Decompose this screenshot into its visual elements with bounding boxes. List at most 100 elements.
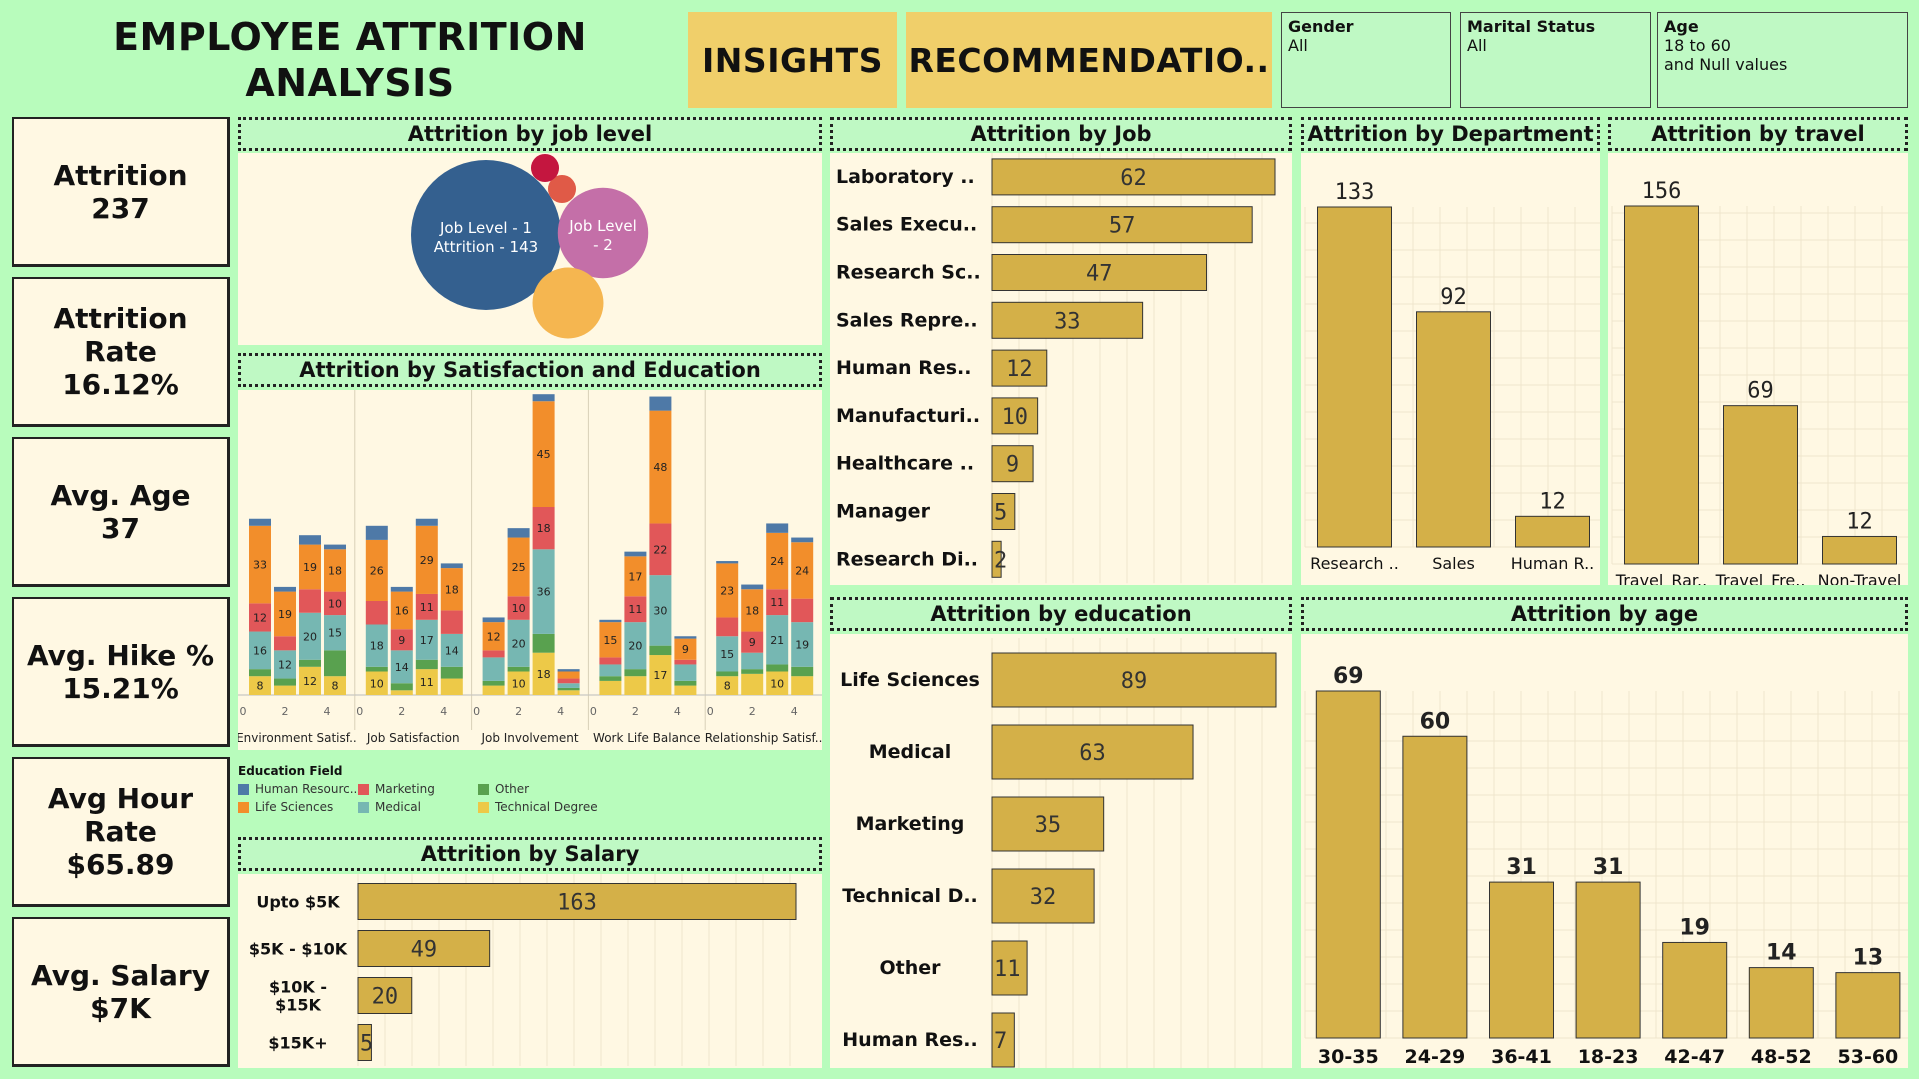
stacked-segment [507, 666, 530, 672]
segment-label: 10 [512, 677, 526, 690]
travel-chart: 156 Travel_Rar.. 69 Travel_Fre.. 12 Non-Trave… [1608, 153, 1910, 591]
stacked-segment [299, 589, 321, 613]
marital-filter-value: All [1467, 36, 1487, 55]
segment-label: 18 [445, 583, 459, 596]
category-label: Non-Travel [1818, 571, 1902, 585]
insights-button[interactable]: INSIGHTS [688, 12, 897, 108]
stacked-segment [365, 666, 388, 672]
marital-status-filter[interactable]: Marital Status All [1460, 12, 1651, 108]
stacked-segment [415, 518, 438, 526]
stacked-segment [440, 610, 463, 634]
stacked-segment [791, 622, 814, 667]
stacked-segment [324, 650, 346, 677]
segment-label: 12 [303, 675, 317, 688]
x-tick-label: 0 [473, 705, 480, 718]
stacked-segment [674, 636, 697, 639]
stacked-segment [532, 394, 555, 402]
stacked-segment [507, 596, 530, 620]
stacked-segment [507, 671, 530, 695]
group-label: Job Involvement [480, 731, 578, 745]
stacked-segment [440, 568, 463, 611]
job-bar-chart: Laboratory .. 62 Sales Execu.. 57 Research S… [836, 147, 1276, 584]
legend-swatch [478, 783, 489, 795]
value-label: 60 [1420, 709, 1451, 734]
age-chart: 69 30-35 60 24-29 31 36-41 31 18-23 19 42-47 14 48-… [1301, 634, 1912, 1068]
segment-label: 8 [257, 680, 264, 693]
stacked-segment [324, 615, 346, 651]
category-label: Upto $5K [256, 893, 340, 912]
bar [357, 1024, 372, 1061]
category-label: $15K+ [268, 1034, 327, 1053]
recommendations-button[interactable]: RECOMMENDATIO.. [906, 12, 1272, 108]
value-label: 14 [1766, 941, 1797, 966]
value-label: 156 [1642, 179, 1682, 204]
stacked-segment [674, 664, 697, 681]
segment-label: 10 [770, 677, 784, 690]
category-label: Healthcare .. [836, 453, 974, 475]
bar [1748, 967, 1814, 1039]
segment-label: 15 [603, 634, 617, 647]
value-label: 5 [994, 501, 1007, 526]
gender-filter-label: Gender [1288, 17, 1354, 36]
dashboard-title-line1: EMPLOYEE ATTRITION [113, 15, 587, 59]
value-label: 11 [994, 957, 1021, 982]
kpi-label-line2: Rate [84, 815, 157, 848]
stacked-segment [299, 666, 321, 695]
value-label: 133 [1335, 180, 1375, 205]
stacked-segment [440, 678, 463, 695]
segment-label: 15 [720, 648, 734, 661]
segment-label: 18 [537, 668, 551, 681]
panel-title-travel: Attrition by travel [1608, 117, 1908, 151]
stacked-segment [766, 664, 789, 672]
group-label: Relationship Satisf.. [705, 731, 822, 745]
value-label: 62 [1120, 166, 1147, 191]
age-filter[interactable]: Age 18 to 60 and Null values [1657, 12, 1908, 108]
value-label: 49 [411, 938, 438, 963]
bar [357, 977, 413, 1014]
value-label: 13 [1853, 946, 1884, 971]
segment-label: 29 [420, 554, 434, 567]
stacked-segment [249, 631, 271, 670]
panel-title-job: Attrition by Job [830, 117, 1292, 151]
category-label: $5K - $10K [249, 940, 348, 959]
bubble-label: Job Level - 1 [439, 219, 532, 237]
stacked-segment [599, 676, 622, 681]
stacked-segment [274, 685, 296, 695]
stacked-segment [741, 669, 764, 674]
panel-title-job-level: Attrition by job level [238, 117, 822, 151]
segment-label: 45 [537, 448, 551, 461]
stacked-segment [299, 535, 321, 545]
category-label: 30-35 [1318, 1046, 1379, 1068]
stacked-segment [299, 659, 321, 667]
stacked-segment [415, 593, 438, 620]
segment-label: 16 [253, 644, 267, 657]
legend-label: Medical [375, 800, 421, 814]
segment-label: 9 [398, 634, 405, 647]
stacked-segment [716, 561, 739, 564]
stacked-segment [716, 636, 739, 672]
bar [991, 868, 1095, 924]
stacked-segment [482, 685, 505, 695]
stacked-segment [249, 525, 271, 604]
x-tick-label: 4 [440, 705, 447, 718]
category-label: Medical [869, 741, 952, 763]
category-label: Human Res.. [842, 1029, 977, 1051]
stacked-segment [482, 622, 505, 651]
bar [991, 254, 1208, 291]
bar [991, 397, 1039, 435]
stacked-segment [365, 539, 388, 601]
x-tick-label: 2 [515, 705, 522, 718]
stacked-segment [674, 659, 697, 665]
category-label: Sales Execu.. [836, 214, 977, 236]
bar [1822, 535, 1897, 565]
segment-label: 19 [278, 608, 292, 621]
gender-filter[interactable]: Gender All [1281, 12, 1451, 108]
panel-title-age: Attrition by age [1301, 597, 1908, 631]
travel-bar-chart: 156 Travel_Rar.. 69 Travel_Fre.. 12 Non-Trave… [1611, 179, 1910, 591]
age-bar-chart: 69 30-35 60 24-29 31 36-41 31 18-23 19 42-47 14 48-… [1304, 664, 1912, 1068]
segment-label: 8 [724, 680, 731, 693]
legend-item-technical-degree: Technical Degree [478, 800, 598, 814]
legend-item-life-sciences: Life Sciences [238, 800, 358, 814]
category-label: Life Sciences [840, 669, 980, 691]
segment-label: 19 [795, 638, 809, 651]
